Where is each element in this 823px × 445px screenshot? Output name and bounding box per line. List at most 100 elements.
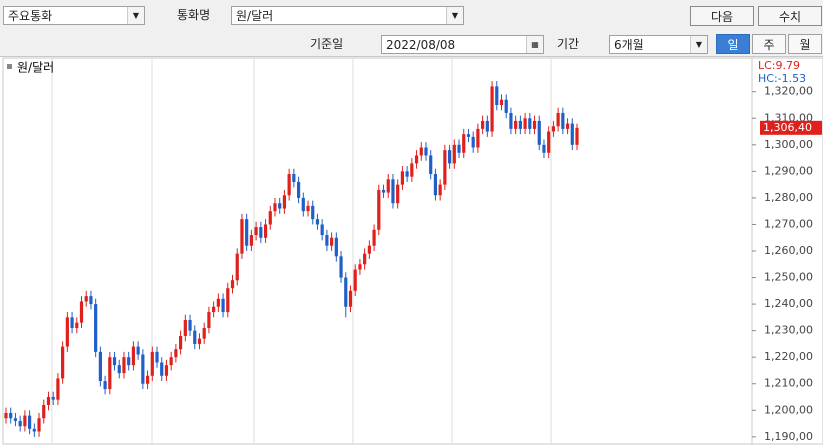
y-tick-label: 1,270,00	[764, 217, 813, 230]
candle-body	[18, 420, 22, 427]
candle-body	[296, 181, 301, 198]
candle-body	[98, 351, 102, 382]
candle-body	[551, 126, 556, 132]
candle-body	[254, 227, 258, 236]
candle-body	[42, 404, 46, 419]
candle-body	[112, 357, 117, 366]
candle-body	[23, 415, 27, 427]
candle-body	[490, 86, 494, 132]
y-tick-label: 1,240,00	[764, 297, 813, 310]
x-grid	[51, 58, 552, 444]
y-tick-label: 1,200,00	[764, 403, 813, 416]
candle-body	[367, 245, 371, 254]
y-tick-label: 1,290,00	[764, 164, 813, 177]
candle-body	[221, 298, 225, 313]
candle-body	[504, 99, 508, 113]
currency-group-select[interactable]: 주요통화 ▼	[3, 6, 145, 25]
chart-title: 원/달러	[17, 61, 54, 75]
candle-body	[51, 397, 55, 400]
candle-body	[447, 150, 452, 164]
candle-body	[377, 189, 381, 230]
toolbar: 주요통화 ▼ 통화명 원/달러 ▼ 다음 수치 기준일 2022/08/08 ▦ 기간…	[0, 0, 823, 57]
candle-body	[56, 378, 60, 400]
next-button[interactable]: 다음	[690, 6, 754, 26]
candle-body	[183, 320, 187, 336]
candle-body	[207, 312, 211, 328]
candle-body	[523, 118, 527, 129]
candle-body	[542, 144, 546, 153]
candle-body	[353, 269, 357, 291]
candle-body	[457, 144, 461, 153]
candle-body	[136, 346, 140, 355]
candle-body	[514, 120, 518, 129]
y-tick-label: 1,250,00	[764, 271, 813, 284]
candle-body	[396, 184, 400, 204]
period-select[interactable]: 6개월 ▼	[609, 35, 708, 54]
candle-body	[466, 134, 471, 137]
candle-body	[334, 237, 338, 257]
y-tick-label: 1,210,00	[764, 377, 813, 390]
period-tab[interactable]: 월	[788, 34, 822, 54]
candle-body	[438, 184, 442, 196]
y-tick-label: 1,220,00	[764, 350, 813, 363]
candle-body	[339, 256, 343, 278]
candle-body	[226, 288, 230, 313]
candle-body	[462, 134, 466, 153]
candle-body	[37, 418, 41, 432]
candle-body	[405, 171, 409, 177]
candle-body	[320, 224, 324, 236]
candle-body	[9, 412, 13, 419]
candle-body	[495, 86, 499, 105]
candle-body	[532, 120, 537, 129]
candle-body	[193, 330, 197, 344]
candle-body	[27, 415, 32, 429]
y-tick-label: 1,280,00	[764, 191, 813, 204]
dropdown-arrow: ▼	[127, 7, 144, 24]
candle-body	[471, 136, 475, 148]
refresh-button[interactable]: 수치	[758, 6, 822, 26]
candle-body	[485, 120, 489, 132]
currency-select[interactable]: 원/달러 ▼	[231, 6, 464, 25]
y-tick-label: 1,190,00	[764, 430, 813, 443]
candle-body	[259, 227, 263, 238]
currency: 원/달러	[236, 9, 274, 23]
candle-body	[65, 317, 69, 347]
candle-body	[249, 235, 253, 246]
candle-body	[164, 365, 169, 376]
candle-body	[155, 351, 159, 363]
y-tick-label: 1,300,00	[764, 138, 813, 151]
period-tab[interactable]: 주	[752, 34, 786, 54]
dropdown-arrow: ▼	[446, 7, 463, 24]
candle-body	[273, 203, 277, 212]
candle-body	[344, 277, 348, 307]
currency-label: 통화명	[177, 8, 211, 22]
y-tick-label: 1,260,00	[764, 244, 813, 257]
candle-body	[358, 264, 362, 270]
dropdown-arrow: ▼	[690, 36, 707, 53]
candle-body	[306, 205, 310, 212]
candle-body	[325, 235, 329, 246]
period-tab[interactable]: 일	[716, 34, 750, 54]
candle-body	[443, 150, 447, 185]
date: 2022/08/08	[386, 38, 456, 52]
candle-body	[188, 320, 192, 331]
candle-body	[75, 322, 79, 328]
candle-body	[292, 174, 296, 182]
last-price-box	[760, 120, 822, 135]
candle-body	[32, 428, 36, 432]
candle-body	[245, 219, 249, 246]
date-input[interactable]: 2022/08/08 ▦	[381, 35, 544, 54]
candle-body	[61, 346, 65, 379]
candle-body	[301, 197, 305, 212]
candle-body	[46, 397, 51, 405]
candle-body	[268, 211, 272, 225]
plot-frame	[2, 57, 753, 445]
currency-group: 주요통화	[8, 9, 53, 23]
candle-body	[363, 253, 367, 265]
candle-body	[240, 219, 244, 254]
candle-body	[108, 357, 112, 390]
candle-body	[287, 174, 291, 196]
candle-body	[537, 120, 541, 145]
candle-body	[424, 147, 428, 156]
